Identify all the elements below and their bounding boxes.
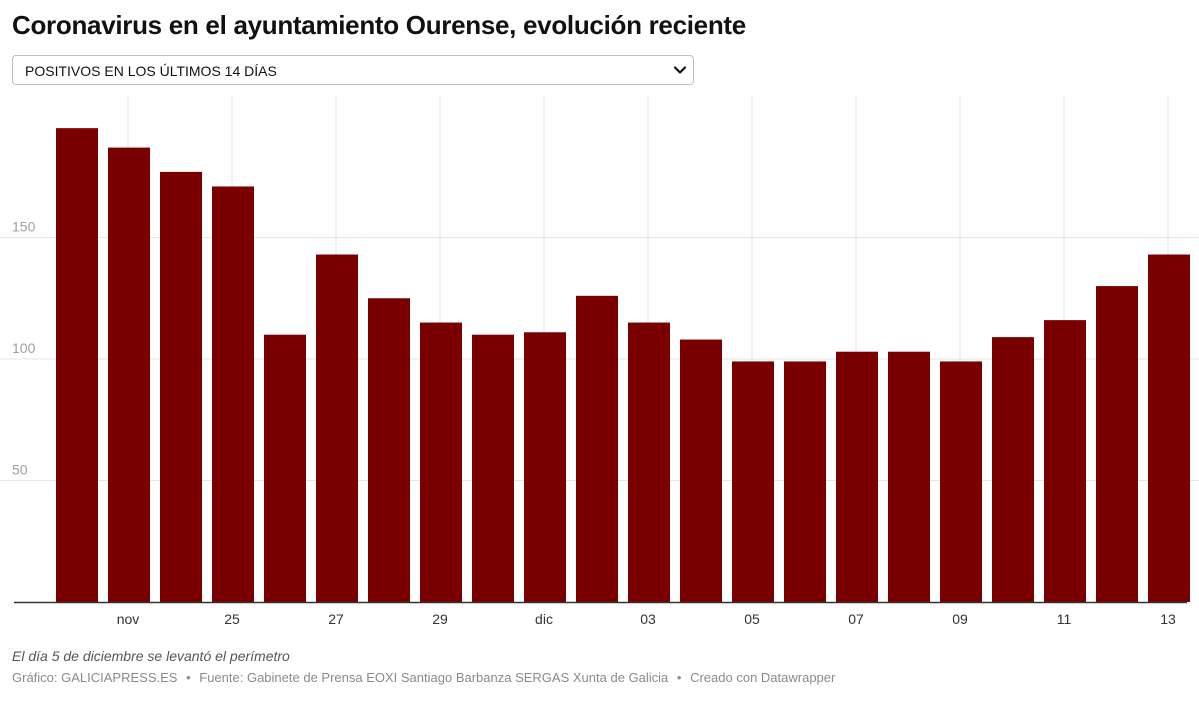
x-tick-label: 11	[1057, 611, 1072, 627]
x-tick-label: nov	[117, 611, 140, 627]
bar	[1044, 320, 1086, 602]
chart-note: El día 5 de diciembre se levantó el perí…	[12, 648, 290, 664]
bar	[368, 298, 410, 602]
bar	[472, 334, 514, 602]
x-tick-label: 27	[328, 611, 344, 627]
bar	[836, 351, 878, 602]
bar	[1148, 254, 1190, 602]
bar	[524, 332, 566, 602]
y-tick-label: 150	[12, 219, 36, 235]
bar	[160, 171, 202, 602]
bar	[264, 334, 306, 602]
x-tick-label: 29	[432, 611, 448, 627]
bar	[56, 128, 98, 602]
bar	[108, 147, 150, 602]
bar	[732, 361, 774, 602]
x-tick-label: 13	[1160, 611, 1176, 627]
bar	[576, 295, 618, 602]
bar	[628, 322, 670, 602]
x-tick-label: dic	[535, 611, 553, 627]
x-tick-label: 07	[848, 611, 864, 627]
metric-select-value: POSITIVOS EN LOS ÚLTIMOS 14 DÍAS	[25, 63, 277, 79]
bar	[316, 254, 358, 602]
bar	[888, 351, 930, 602]
x-tick-label: 03	[640, 611, 656, 627]
footer-separator: •	[676, 670, 682, 685]
footer-grafico: Gráfico: GALICIAPRESS.ES	[12, 670, 178, 685]
chart-footer: Gráfico: GALICIAPRESS.ES • Fuente: Gabin…	[12, 670, 835, 685]
footer-fuente: Fuente: Gabinete de Prensa EOXI Santiago…	[199, 670, 669, 685]
y-tick-label: 100	[12, 340, 36, 356]
bar	[992, 337, 1034, 602]
bar	[212, 186, 254, 602]
y-tick-label: 50	[12, 462, 28, 478]
bar	[1096, 286, 1138, 602]
x-tick-label: 25	[224, 611, 240, 627]
footer-separator: •	[186, 670, 191, 685]
metric-select[interactable]: POSITIVOS EN LOS ÚLTIMOS 14 DÍAS	[12, 55, 694, 85]
bar	[420, 322, 462, 602]
x-tick-label: 05	[744, 611, 760, 627]
bar	[784, 361, 826, 602]
footer-creado: Creado con Datawrapper	[690, 670, 836, 685]
x-tick-label: 09	[952, 611, 968, 627]
bar	[680, 339, 722, 602]
bar	[940, 361, 982, 602]
chevron-down-icon[interactable]	[673, 63, 687, 77]
chart-title: Coronavirus en el ayuntamiento Ourense, …	[12, 10, 746, 40]
bar-chart: 50 100 150 nov 25 27 29 dic 03 05 07 09 11 13	[0, 95, 1199, 627]
